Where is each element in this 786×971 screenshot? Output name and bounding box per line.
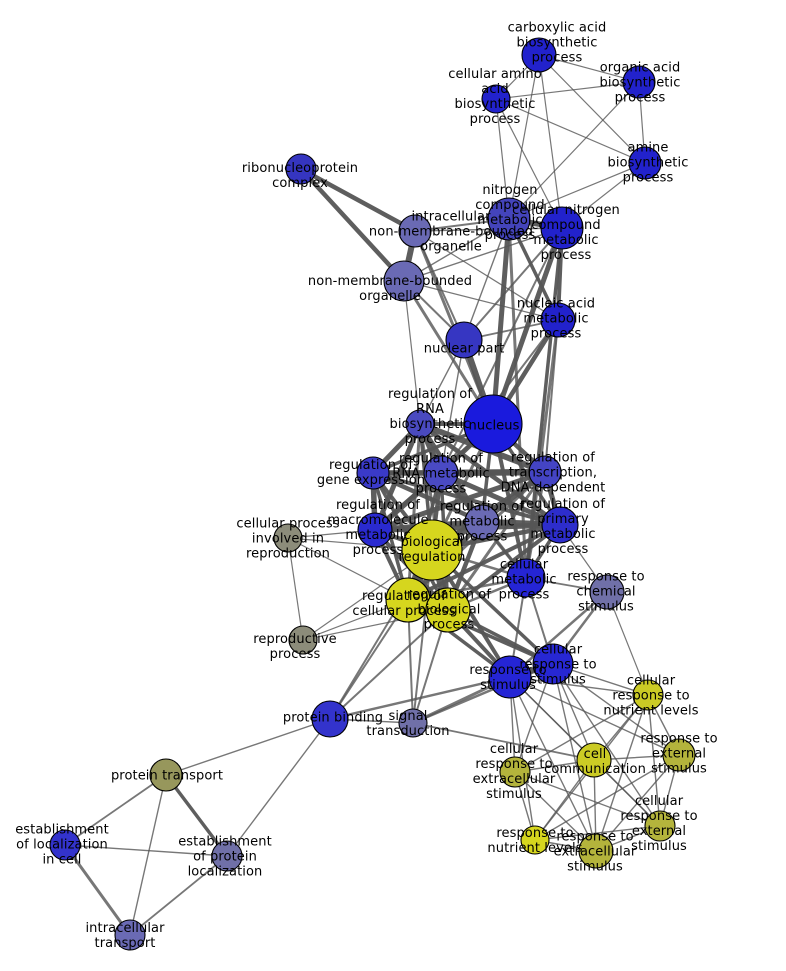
graph-edge xyxy=(164,773,229,858)
graph-edge xyxy=(508,54,540,220)
graph-node[interactable] xyxy=(463,394,523,454)
graph-edge xyxy=(490,216,512,427)
graph-edge xyxy=(440,227,563,474)
graph-node[interactable] xyxy=(488,655,532,699)
edges-layer xyxy=(63,54,680,937)
graph-edge xyxy=(64,844,228,857)
graph-edge xyxy=(406,523,562,602)
graph-node[interactable] xyxy=(383,260,425,302)
graph-node[interactable] xyxy=(311,700,349,738)
graph-node[interactable] xyxy=(405,409,435,439)
graph-edge xyxy=(328,675,512,721)
graph-edge xyxy=(514,771,597,852)
graph-edge xyxy=(544,319,559,473)
graph-node[interactable] xyxy=(540,302,576,338)
graph-edge xyxy=(509,676,680,756)
graph-edge xyxy=(606,591,649,696)
graph-edge xyxy=(129,774,167,936)
graph-node[interactable] xyxy=(464,504,500,540)
graph-node[interactable] xyxy=(662,738,696,772)
graph-node[interactable] xyxy=(532,643,574,685)
graph-edge xyxy=(226,718,331,857)
graph-edge xyxy=(508,162,646,220)
graph-edge xyxy=(129,855,228,936)
graph-edge xyxy=(538,54,646,164)
nodes-layer xyxy=(49,37,696,951)
graph-edge xyxy=(298,166,407,284)
graph-edge xyxy=(446,523,562,612)
graph-edge xyxy=(524,318,560,580)
graph-edge xyxy=(372,469,548,533)
graph-node[interactable] xyxy=(632,679,664,711)
graph-node[interactable] xyxy=(481,84,511,114)
graph-edge xyxy=(329,549,433,720)
graph-edge xyxy=(495,98,646,164)
graph-node[interactable] xyxy=(211,840,243,872)
graph-node[interactable] xyxy=(398,708,428,738)
graph-node[interactable] xyxy=(506,558,546,598)
graph-node[interactable] xyxy=(622,65,656,99)
graph-edge xyxy=(509,676,649,696)
graph-node[interactable] xyxy=(114,919,146,951)
graph-edge xyxy=(414,227,563,232)
graph-edge xyxy=(647,694,661,827)
graph-node[interactable] xyxy=(49,829,81,861)
graph-edge xyxy=(508,81,640,220)
graph-edge xyxy=(165,718,331,776)
graph-node[interactable] xyxy=(273,523,303,553)
graph-edge xyxy=(414,230,559,321)
graph-edge xyxy=(514,771,661,827)
graph-node[interactable] xyxy=(628,146,662,180)
graph-edge xyxy=(552,663,597,852)
graph-edge xyxy=(298,166,418,234)
graph-node[interactable] xyxy=(398,214,432,248)
graph-node[interactable] xyxy=(540,206,584,250)
graph-node[interactable] xyxy=(541,506,579,544)
graph-node[interactable] xyxy=(499,756,531,788)
graph-edge xyxy=(438,470,563,528)
graph-node[interactable] xyxy=(385,577,431,623)
graph-node[interactable] xyxy=(356,456,390,490)
graph-node[interactable] xyxy=(578,833,614,869)
graph-edge xyxy=(514,694,649,773)
graph-edge xyxy=(495,98,563,229)
graph-node[interactable] xyxy=(521,37,557,73)
graph-edge xyxy=(463,227,563,341)
graph-node[interactable] xyxy=(285,153,317,185)
graph-edge xyxy=(440,339,465,474)
graph-edge xyxy=(403,280,421,425)
graph-edge xyxy=(287,537,304,641)
graph-node[interactable] xyxy=(589,574,625,610)
graph-edge xyxy=(534,825,661,841)
graph-edge xyxy=(329,599,409,720)
graph-edge xyxy=(595,694,649,852)
graph-edge xyxy=(412,722,595,761)
graph-edge xyxy=(63,843,132,937)
graph-node[interactable] xyxy=(425,587,471,633)
graph-edge xyxy=(507,217,528,580)
graph-edge xyxy=(495,81,640,100)
graph-node[interactable] xyxy=(149,758,183,792)
graph-node[interactable] xyxy=(423,455,459,491)
graph-edge xyxy=(534,754,680,841)
graph-node[interactable] xyxy=(528,455,562,489)
graph-edge xyxy=(509,676,597,852)
graph-edge xyxy=(403,280,559,321)
graph-node[interactable] xyxy=(520,825,550,855)
graph-node[interactable] xyxy=(644,810,676,842)
graph-node[interactable] xyxy=(576,742,612,778)
graph-edge xyxy=(329,609,449,720)
graph-edge xyxy=(64,774,167,846)
graph-node[interactable] xyxy=(445,321,483,359)
graph-node[interactable] xyxy=(288,625,318,655)
graph-node[interactable] xyxy=(357,512,393,548)
graph-node[interactable] xyxy=(487,197,531,241)
graph-edge xyxy=(370,469,548,476)
graph-node[interactable] xyxy=(401,519,463,581)
graph-edge xyxy=(552,663,680,756)
graph-edge xyxy=(370,470,485,525)
